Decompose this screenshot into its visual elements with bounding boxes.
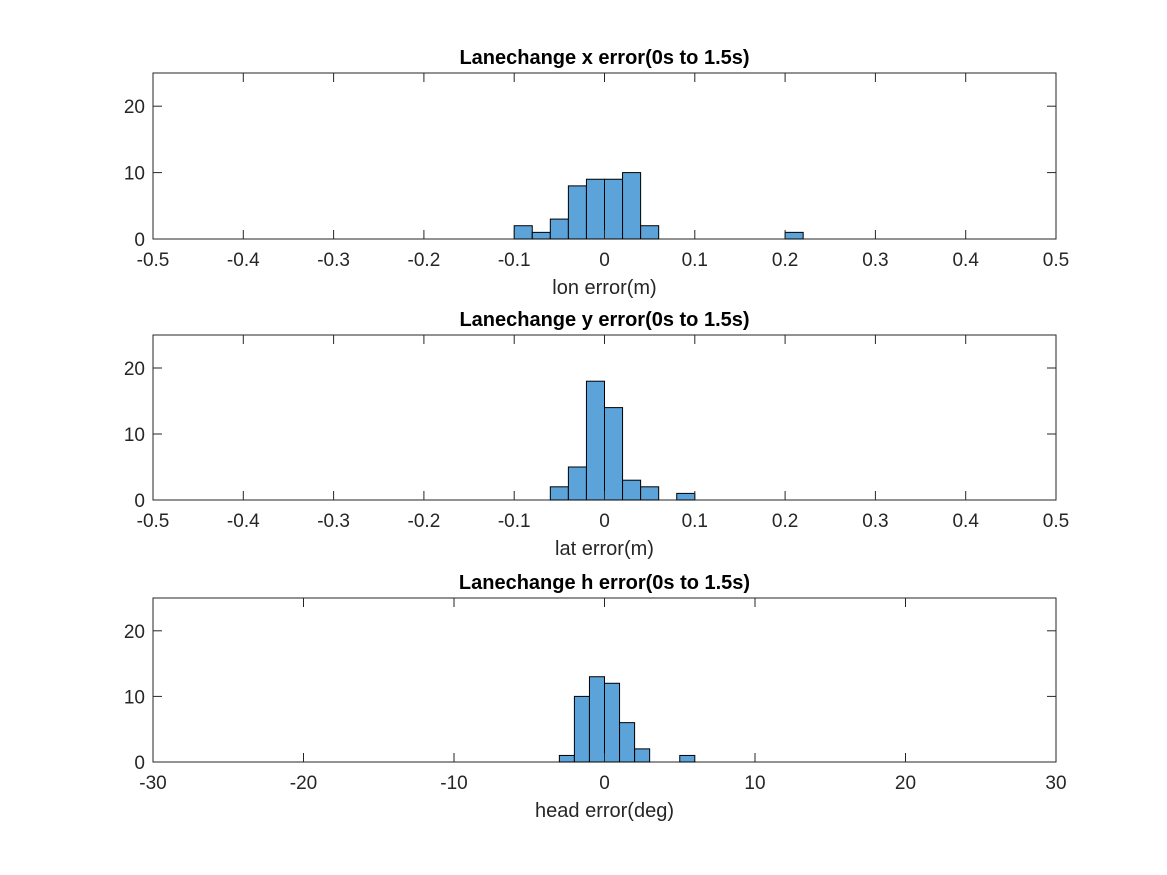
x-tick-label: -0.4	[227, 250, 260, 271]
x-tick-label: 0	[599, 773, 610, 794]
histogram-bar	[549, 486, 569, 501]
chart-title: Lanechange y error(0s to 1.5s)	[459, 309, 749, 331]
histogram-bar	[604, 407, 624, 501]
x-tick-label: -0.4	[227, 511, 260, 532]
chart-title: Lanechange x error(0s to 1.5s)	[459, 47, 749, 69]
x-tick-label: -0.2	[408, 250, 441, 271]
histogram-bar	[784, 231, 804, 240]
x-tick-label: -30	[139, 773, 166, 794]
x-tick-label: 0.1	[682, 511, 708, 532]
x-tick-label: 0.5	[1043, 511, 1069, 532]
chart-title: Lanechange h error(0s to 1.5s)	[459, 572, 750, 594]
y-tick-label: 20	[124, 97, 145, 118]
histogram-bar	[567, 185, 587, 240]
histogram-bar	[585, 380, 606, 501]
histogram-bar	[558, 754, 575, 763]
y-tick-label: 20	[124, 359, 145, 380]
x-tick-label: -0.3	[317, 250, 350, 271]
x-tick-label: 0.1	[682, 250, 708, 271]
histogram-bar	[640, 486, 660, 501]
histogram-bar	[567, 466, 587, 501]
histogram-bar	[622, 479, 642, 501]
y-tick-label: 0	[134, 491, 145, 512]
histogram-bar	[549, 218, 569, 240]
chart-panel-3: -30 -20 -10 0 10 20 30 0 10 20 Lanechange h error(…	[124, 572, 1067, 822]
x-tick-label: 0.4	[952, 511, 979, 532]
x-tick-label: -0.3	[317, 511, 350, 532]
histogram-bar	[513, 225, 533, 240]
x-tick-label: 0.3	[862, 250, 888, 271]
histogram-bar	[604, 682, 621, 763]
y-tick-label: 10	[124, 425, 145, 446]
x-tick-label: 30	[1045, 773, 1066, 794]
x-tick-label: 0.2	[772, 250, 798, 271]
histogram-bar	[588, 676, 606, 763]
histogram-bar	[679, 754, 696, 763]
y-tick-label: 10	[124, 687, 145, 708]
y-tick-label: 0	[134, 753, 145, 774]
chart-panel-1: -0.5 -0.4 -0.3 -0.2 -0.1 0 0.1 0.2 0.3 0.4 0.5 0 10 2…	[124, 47, 1069, 299]
x-tick-label: 0.5	[1043, 250, 1069, 271]
x-tick-label: -0.1	[498, 511, 531, 532]
histogram-bar	[619, 722, 636, 763]
y-tick-label: 10	[124, 164, 145, 185]
x-tick-label: -0.1	[498, 250, 531, 271]
histogram-bar	[573, 695, 590, 763]
histogram-bar	[604, 178, 624, 240]
x-tick-label: -0.2	[408, 511, 441, 532]
x-tick-label: 0.4	[952, 250, 979, 271]
x-tick-label: 0.3	[862, 511, 888, 532]
histogram-bar	[531, 231, 551, 240]
x-tick-label: 10	[744, 773, 765, 794]
y-tick-label: 20	[124, 622, 145, 643]
x-tick-label: 0.2	[772, 511, 798, 532]
histogram-bar	[640, 225, 660, 240]
histogram-bar	[676, 492, 696, 501]
chart-panel-2: -0.5 -0.4 -0.3 -0.2 -0.1 0 0.1 0.2 0.3 0.4 0.5 0 10 2…	[124, 309, 1069, 560]
x-axis-label: lon error(m)	[552, 277, 656, 299]
x-tick-label: 0	[599, 511, 610, 532]
x-axis-label: head error(deg)	[535, 800, 674, 822]
x-axis-label: lat error(m)	[555, 538, 654, 560]
histogram-bar	[634, 748, 651, 763]
histogram-bar	[585, 178, 606, 240]
x-tick-label: -0.5	[137, 250, 170, 271]
x-tick-label: -10	[440, 773, 467, 794]
x-tick-label: -20	[290, 773, 317, 794]
x-tick-label: 0	[599, 250, 610, 271]
x-tick-label: -0.5	[137, 511, 170, 532]
histogram-bar	[622, 172, 642, 240]
x-tick-label: 20	[895, 773, 916, 794]
y-tick-label: 0	[134, 230, 145, 251]
